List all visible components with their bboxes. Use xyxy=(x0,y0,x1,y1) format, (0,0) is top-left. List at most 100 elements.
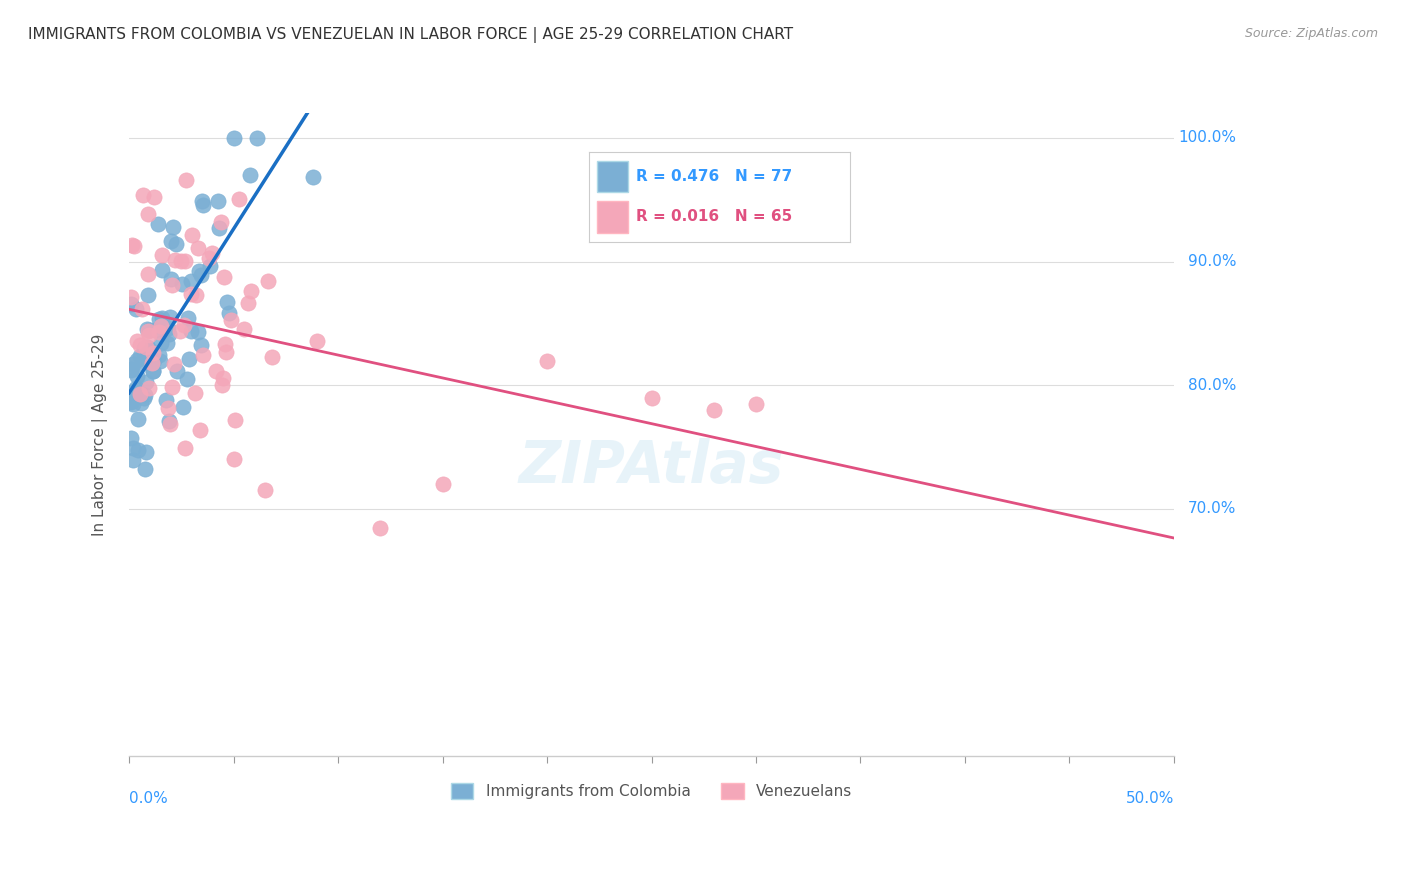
Point xyxy=(138,343,160,357)
Point xyxy=(162,219,184,234)
Point xyxy=(214,336,236,351)
Point xyxy=(186,325,208,339)
Point xyxy=(218,306,240,320)
Point xyxy=(197,251,219,265)
Point xyxy=(239,168,262,182)
Point xyxy=(368,520,391,534)
Point xyxy=(174,254,197,268)
Point xyxy=(157,414,180,428)
Point xyxy=(208,220,231,235)
Point xyxy=(159,310,181,324)
Point xyxy=(156,321,179,335)
Point xyxy=(120,394,142,409)
Point xyxy=(188,264,211,278)
Point xyxy=(125,301,148,316)
Point xyxy=(184,385,207,400)
Point xyxy=(191,198,214,212)
Point xyxy=(135,375,157,389)
Y-axis label: In Labor Force | Age 25-29: In Labor Force | Age 25-29 xyxy=(93,334,108,536)
Point xyxy=(187,241,209,255)
Point xyxy=(143,190,166,204)
Point xyxy=(120,431,142,445)
Point xyxy=(122,239,145,253)
Point xyxy=(215,345,238,359)
Point xyxy=(228,192,250,206)
Point xyxy=(135,340,157,354)
Point xyxy=(212,269,235,284)
Point xyxy=(176,372,198,386)
Point xyxy=(232,322,254,336)
Point xyxy=(176,173,198,187)
Point xyxy=(745,397,768,411)
Point xyxy=(246,131,269,145)
Point xyxy=(134,388,156,402)
Point xyxy=(200,259,222,273)
Point xyxy=(305,334,328,348)
Point xyxy=(124,381,146,395)
Point xyxy=(142,352,165,367)
Point xyxy=(136,324,159,338)
Point xyxy=(120,363,142,377)
Point xyxy=(136,207,159,221)
Point xyxy=(172,401,194,415)
Point xyxy=(157,327,180,342)
Point xyxy=(136,321,159,335)
Point xyxy=(191,348,214,362)
Point xyxy=(139,350,162,364)
Point xyxy=(150,310,173,325)
Text: ZIPAtlas: ZIPAtlas xyxy=(519,438,785,495)
Point xyxy=(191,194,214,208)
Point xyxy=(165,237,187,252)
Point xyxy=(150,248,173,262)
Point xyxy=(159,417,181,431)
Point xyxy=(142,364,165,378)
Text: 80.0%: 80.0% xyxy=(1188,378,1236,392)
Point xyxy=(129,387,152,401)
Point xyxy=(201,246,224,260)
Point xyxy=(257,274,280,288)
Point xyxy=(128,338,150,352)
Point xyxy=(215,294,238,309)
Point xyxy=(122,357,145,371)
Point xyxy=(134,462,156,476)
Point xyxy=(134,341,156,355)
Point xyxy=(163,357,186,371)
Point xyxy=(120,290,142,304)
Point xyxy=(149,354,172,368)
Point xyxy=(173,318,195,332)
Point xyxy=(120,361,142,376)
Point xyxy=(142,346,165,360)
Point xyxy=(132,391,155,405)
Point xyxy=(211,371,233,385)
Text: IMMIGRANTS FROM COLOMBIA VS VENEZUELAN IN LABOR FORCE | AGE 25-29 CORRELATION CH: IMMIGRANTS FROM COLOMBIA VS VENEZUELAN I… xyxy=(28,27,793,43)
Point xyxy=(131,302,153,317)
Point xyxy=(122,397,145,411)
Point xyxy=(162,380,184,394)
Text: Source: ZipAtlas.com: Source: ZipAtlas.com xyxy=(1244,27,1378,40)
Point xyxy=(125,353,148,368)
Point xyxy=(222,452,245,467)
Point xyxy=(253,483,276,498)
Point xyxy=(238,296,260,310)
Point xyxy=(186,288,208,302)
Point xyxy=(301,169,323,184)
Point xyxy=(138,323,160,337)
Point xyxy=(169,324,191,338)
Point xyxy=(138,327,160,342)
Point xyxy=(156,336,179,351)
Point xyxy=(132,355,155,369)
Point xyxy=(122,384,145,398)
Point xyxy=(170,254,193,268)
Point xyxy=(703,403,725,417)
Point xyxy=(640,391,662,405)
Point xyxy=(160,272,183,286)
Point xyxy=(180,227,202,242)
Point xyxy=(129,396,152,410)
Point xyxy=(180,287,202,301)
Point xyxy=(177,310,200,325)
Point xyxy=(180,274,202,288)
Point xyxy=(128,349,150,363)
Point xyxy=(205,363,228,377)
Point xyxy=(160,234,183,248)
Point xyxy=(160,277,183,292)
